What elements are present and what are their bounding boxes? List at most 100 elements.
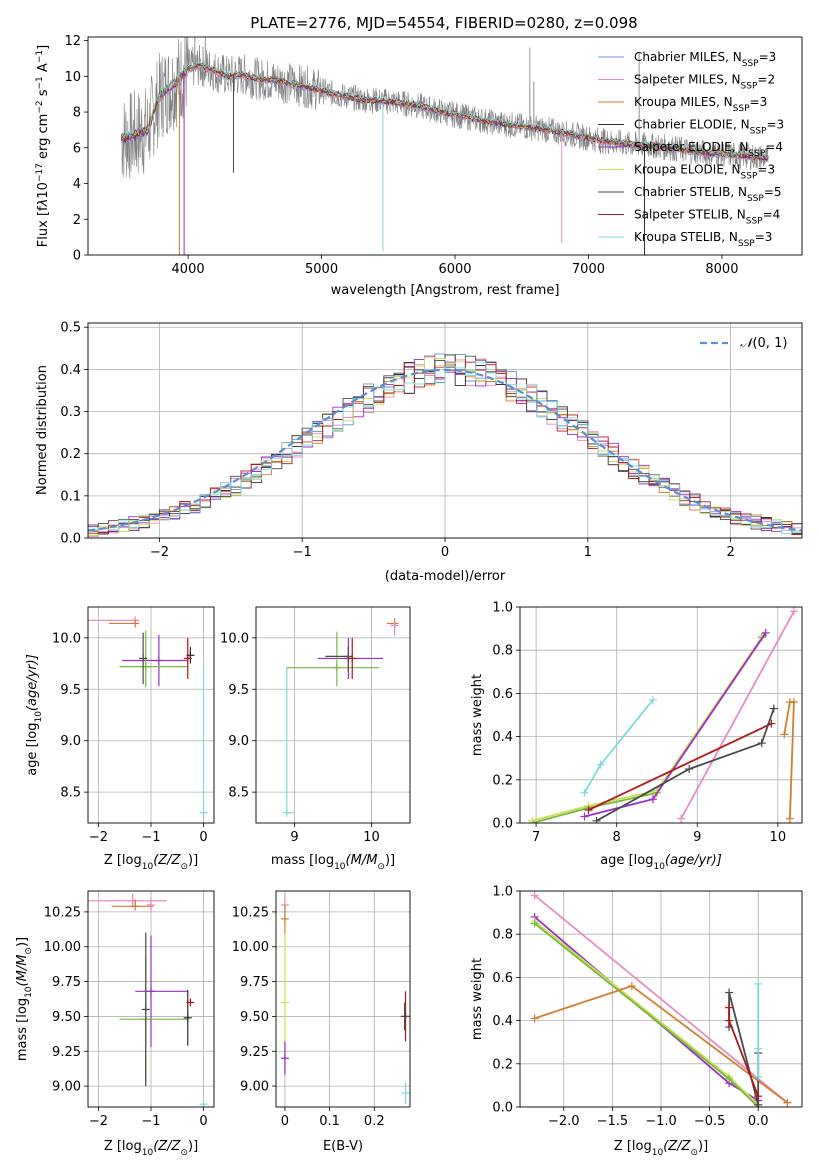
x-tick-label: −1: [293, 545, 312, 560]
axes-frame: [519, 606, 803, 824]
axes-frame: [87, 322, 803, 539]
x-axis-label-part: Z [log: [104, 853, 142, 868]
x-tick-label: 1: [584, 545, 592, 560]
y-axis-label-part: −17: [35, 163, 45, 182]
y-axis-label-part: A: [36, 63, 51, 76]
x-tick-label: 9: [290, 830, 298, 845]
y-axis-label-part: age [log: [25, 723, 40, 776]
y-tick-label: 9.50: [240, 1010, 269, 1025]
x-axis-label-part: ⊙: [377, 862, 385, 872]
x-axis-label-part: (age/yr)]: [665, 853, 722, 868]
y-tick-label: 0.4: [60, 363, 81, 378]
legend-label-part: SSP: [741, 172, 758, 182]
legend-label-part: Kroupa STELIB, N: [634, 230, 738, 244]
x-tick-label: 0.0: [748, 1114, 769, 1129]
panel-spectrum: 4000 5000 6000 7000 8000 0 2 4 6 8 10 12 wavelength …: [35, 34, 803, 298]
panel-mass-vs-EBV: 0 0.1 0.2 9.00 9.25 9.50 9.75 10.00 10.25 E(B-V): [232, 890, 411, 1154]
x-axis-label-part: )]: [385, 853, 395, 868]
legend-label-part: Chabrier STELIB, N: [634, 185, 747, 199]
y-axis-label: mass [log10(M/M⊙)]: [15, 937, 34, 1061]
x-axis-label-part: ⊙: [180, 1148, 188, 1158]
y-tick-label: 9.0: [228, 734, 249, 749]
y-axis-label-part: −2: [35, 100, 45, 113]
legend-label-part: SSP: [741, 82, 758, 92]
plot-area: [256, 607, 410, 823]
axes-frame: [87, 890, 215, 1108]
weight-series-line: [583, 699, 654, 794]
legend-label-part: Chabrier ELODIE, N: [634, 118, 750, 132]
weight-series-line: [534, 894, 788, 1104]
plot-area: [88, 891, 214, 1107]
legend-label-part: =5: [764, 185, 782, 199]
legend-label-part: Salpeter MILES, N: [634, 73, 741, 87]
x-tick-label: 8000: [705, 262, 738, 277]
y-tick-label: 0.1: [60, 489, 81, 504]
x-axis-label-part: 10: [142, 862, 154, 872]
legend-label-part: =3: [750, 95, 768, 109]
x-axis-label-part: 10: [334, 862, 346, 872]
y-tick-label: 9.75: [52, 975, 81, 990]
y-tick-label: 2: [73, 213, 81, 228]
y-tick-label: 0.0: [60, 532, 81, 547]
x-tick-label: −1.0: [645, 1114, 677, 1129]
y-tick-label: 8.5: [60, 786, 81, 801]
figure-title: PLATE=2776, MJD=54554, FIBERID=0280, z=0…: [250, 14, 637, 32]
weight-series-line: [680, 610, 795, 820]
model-spectrum: [121, 60, 769, 160]
x-tick-label: −2: [89, 830, 108, 845]
y-axis-label: Normed distribution: [35, 365, 50, 495]
x-axis-label-part: 10: [142, 1148, 154, 1158]
y-tick-label: 9.25: [240, 1045, 269, 1060]
x-axis-label: E(B-V): [323, 1139, 363, 1154]
x-axis-label-part: (M/M: [346, 853, 378, 868]
y-axis-label: mass weight: [470, 674, 485, 756]
y-tick-label: 0.8: [492, 644, 513, 659]
x-axis-label-part: age [log: [600, 853, 653, 868]
x-tick-label: −0.5: [694, 1114, 726, 1129]
y-tick-label: 9.0: [60, 734, 81, 749]
x-axis-label: Z [log10(Z/Z⊙)]: [104, 1139, 198, 1158]
y-tick-label: 0.4: [492, 730, 513, 745]
x-tick-label: 0.2: [364, 1114, 385, 1129]
legend-label: Chabrier ELODIE, NSSP=3: [634, 118, 784, 137]
y-tick-label: 0.2: [492, 773, 513, 788]
y-tick-label: 0.2: [492, 1057, 513, 1072]
y-axis-label: age [log10(age/yr)]: [25, 654, 44, 776]
gaussian-curve: [88, 368, 802, 532]
legend-label-part: =3: [766, 118, 784, 132]
y-axis-label-part: 10: [34, 711, 44, 723]
plot-area: [520, 607, 802, 823]
y-tick-label: 0.6: [492, 971, 513, 986]
x-tick-label: 9: [693, 830, 701, 845]
y-axis-label-part: Flux [f: [36, 206, 51, 247]
x-axis-label: wavelength [Angstrom, rest frame]: [331, 283, 560, 298]
x-tick-label: −1: [141, 830, 160, 845]
legend-label: Salpeter MILES, NSSP=2: [634, 73, 775, 92]
weight-series-line: [728, 992, 760, 1106]
x-axis-label-part: Z [log: [614, 1139, 652, 1154]
x-tick-label: 0: [199, 1114, 207, 1129]
x-axis-label-part: ⊙: [690, 1148, 698, 1158]
x-axis-label: mass [log10(M/M⊙)]: [271, 853, 395, 872]
x-axis-label-part: (Z/Z: [153, 1139, 181, 1154]
x-axis-label: age [log10(age/yr)]: [600, 853, 722, 872]
legend-label-part: =3: [757, 163, 775, 177]
axes-frame: [255, 606, 411, 824]
x-tick-label: −1: [141, 1114, 160, 1129]
x-axis-label-part: mass [log: [271, 853, 334, 868]
axes-frame: [275, 890, 411, 1108]
x-tick-label: −2: [150, 545, 169, 560]
y-tick-label: 0.0: [492, 1101, 513, 1116]
x-axis-label-part: )]: [188, 1139, 198, 1154]
legend-label-part: SSP: [742, 59, 759, 69]
y-axis-label-part: (age/yr)]: [25, 654, 40, 711]
y-axis-label-part: mass [log: [15, 998, 30, 1061]
x-tick-label: −1.5: [597, 1114, 629, 1129]
weight-series-line: [584, 632, 767, 818]
legend-label-part: SSP: [733, 104, 750, 114]
